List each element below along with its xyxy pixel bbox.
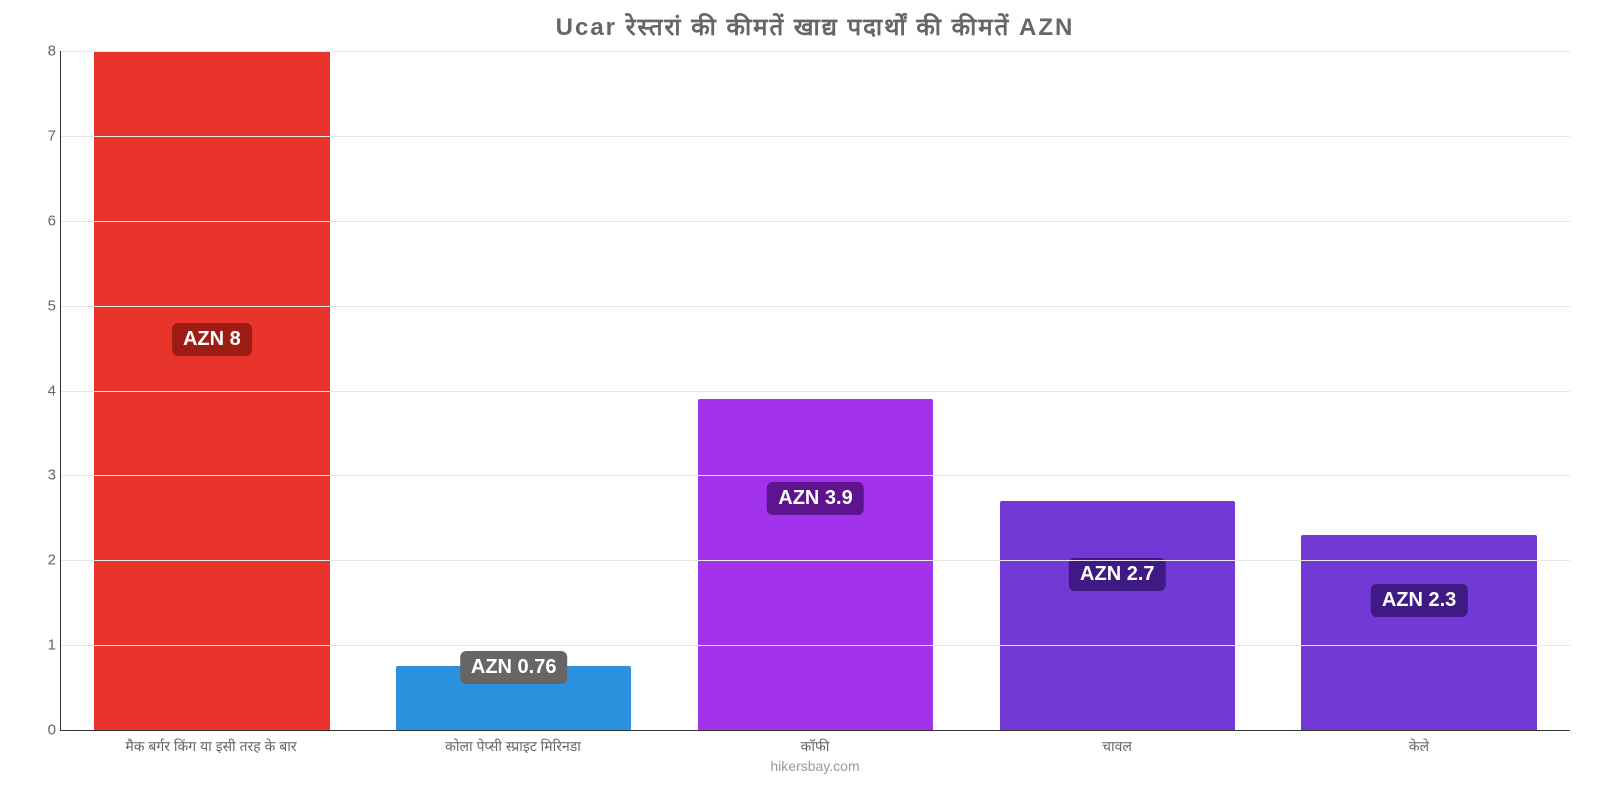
y-tick-label: 0 [31,722,56,739]
grid-line [61,221,1570,222]
price-chart: Ucar रेस्तरां की कीमतें खाद्य पदार्थों क… [0,0,1600,800]
plot-area: AZN 8AZN 0.76AZN 3.9AZN 2.7AZN 2.3 01234… [60,51,1570,731]
y-tick-label: 3 [31,467,56,484]
x-axis-labels: मैक बर्गर किंग या इसी तरह के बारकोला पेप… [60,737,1570,756]
grid-line [61,51,1570,52]
y-tick-label: 6 [31,212,56,229]
grid-line [61,306,1570,307]
grid-line [61,645,1570,646]
bar-value-label: AZN 8 [172,323,252,356]
y-tick-label: 8 [31,43,56,60]
chart-title: Ucar रेस्तरां की कीमतें खाद्य पदार्थों क… [60,10,1570,43]
x-tick-label: केले [1268,737,1570,756]
grid-line [61,560,1570,561]
bar-value-label: AZN 3.9 [767,482,863,515]
x-tick-label: मैक बर्गर किंग या इसी तरह के बार [60,737,362,756]
bar: AZN 0.76 [396,666,631,731]
attribution-text: hikersbay.com [60,758,1570,774]
bar: AZN 3.9 [698,399,933,730]
x-tick-label: कोला पेप्सी स्प्राइट मिरिनडा [362,737,664,756]
grid-line [61,475,1570,476]
bar: AZN 2.7 [1000,501,1235,730]
bar-value-label: AZN 2.3 [1371,584,1467,617]
y-tick-label: 5 [31,297,56,314]
grid-line [61,391,1570,392]
bar-value-label: AZN 0.76 [460,651,568,684]
grid-line [61,136,1570,137]
y-tick-label: 1 [31,637,56,654]
x-tick-label: कॉफी [664,737,966,756]
bar-value-label: AZN 2.7 [1069,558,1165,591]
y-tick-label: 7 [31,127,56,144]
y-tick-label: 4 [31,382,56,399]
x-tick-label: चावल [966,737,1268,756]
y-tick-label: 2 [31,552,56,569]
bar: AZN 2.3 [1301,535,1536,730]
